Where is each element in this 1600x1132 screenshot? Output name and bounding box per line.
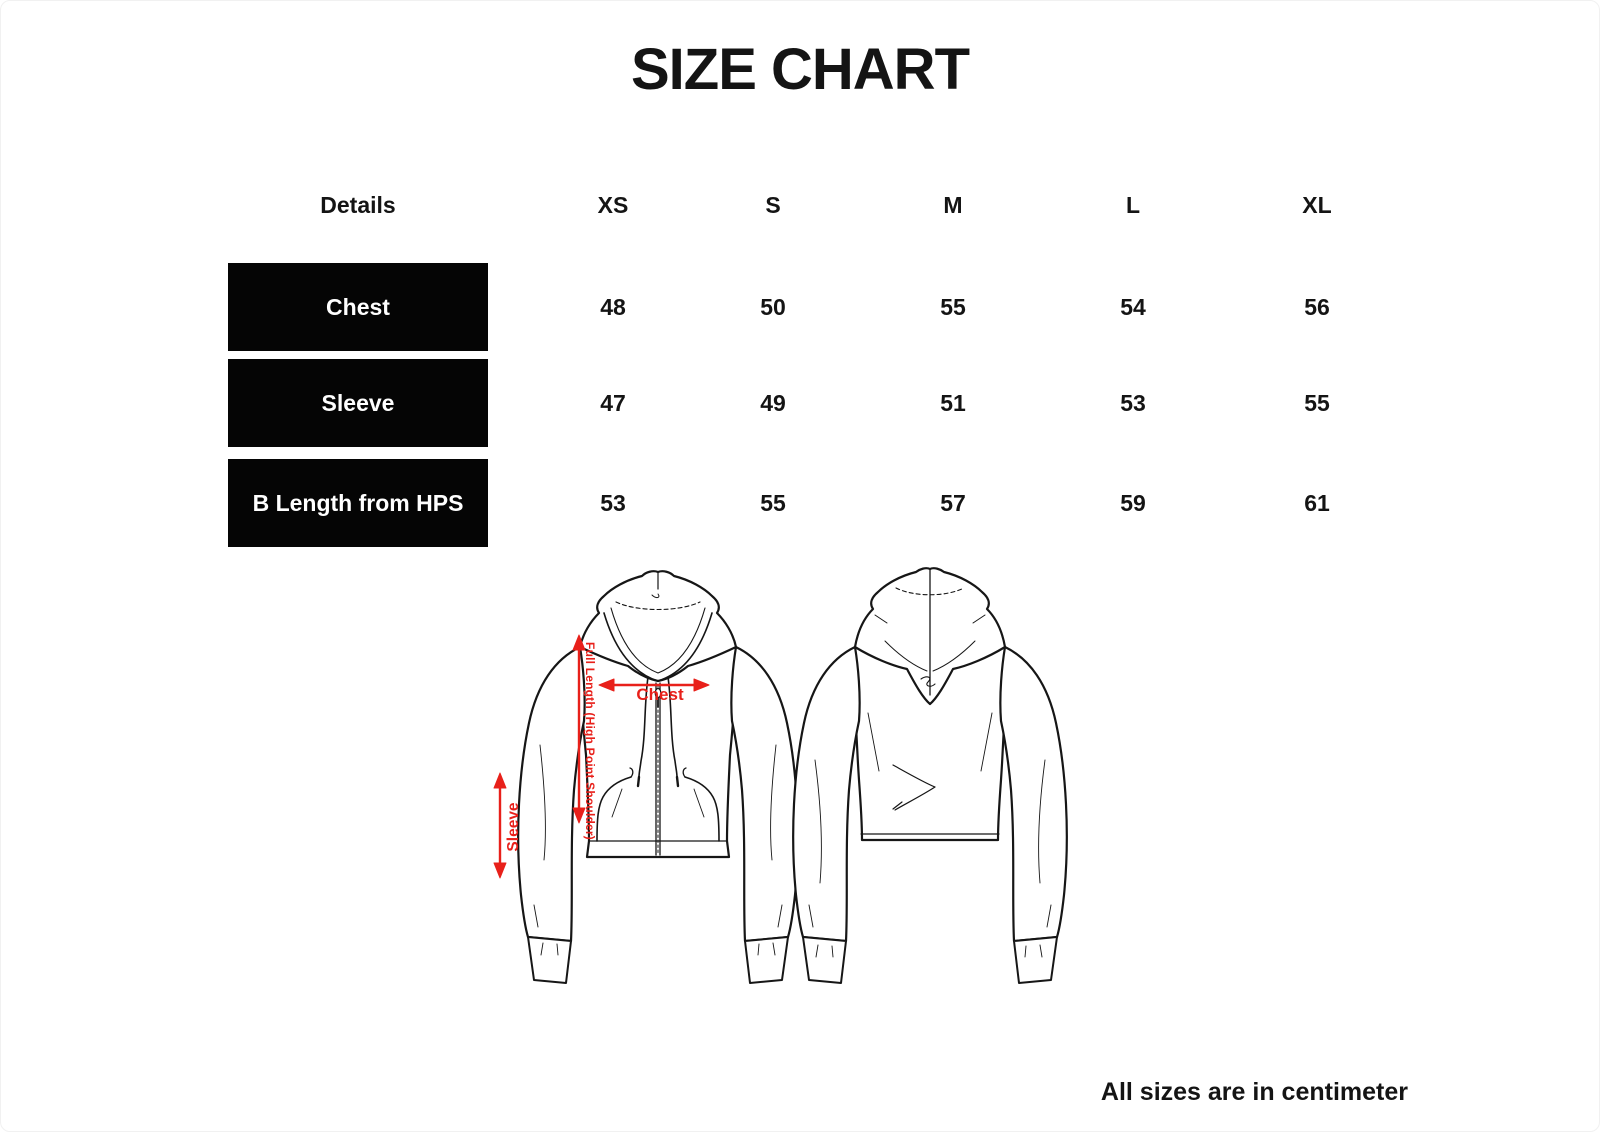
table-cell: 53 xyxy=(1120,390,1146,416)
table-cell: 61 xyxy=(1304,490,1330,516)
front-cuff-ticks xyxy=(541,943,775,955)
drawstring-left xyxy=(639,677,648,777)
column-header-m: M xyxy=(943,192,963,218)
back-hood-squiggle xyxy=(921,677,935,686)
front-right-pocket xyxy=(685,777,719,841)
table-cell: 59 xyxy=(1120,490,1146,516)
back-armpit-wrinkles xyxy=(868,713,992,771)
front-left-pocket xyxy=(597,777,631,841)
column-header-xs: XS xyxy=(597,192,629,218)
table-cell: 57 xyxy=(940,490,966,516)
row-label-b-length-from-hps: B Length from HPS xyxy=(228,459,488,547)
table-cell: 55 xyxy=(1304,390,1330,416)
back-right-cuff xyxy=(1014,937,1057,983)
column-header-xl: XL xyxy=(1302,192,1332,218)
column-header-l: L xyxy=(1125,192,1141,218)
full-length-arrow xyxy=(572,634,586,824)
drawstring-left-aglet xyxy=(638,777,639,786)
back-left-sleeve xyxy=(793,647,859,941)
chest-arrow xyxy=(598,678,710,692)
back-left-cuff xyxy=(803,937,846,983)
table-cell: 54 xyxy=(1120,294,1146,320)
front-left-pocket-hook xyxy=(630,768,633,777)
table-cell: 48 xyxy=(600,294,626,320)
table-cell: 50 xyxy=(760,294,786,320)
front-right-cuff xyxy=(745,937,788,983)
front-view xyxy=(518,571,798,983)
full-length-measurement-label: Full Length (High Point Shoulder) xyxy=(583,642,597,840)
sleeve-arrow xyxy=(493,772,507,879)
back-cuff-ticks xyxy=(816,945,1042,957)
row-label-sleeve: Sleeve xyxy=(228,359,488,447)
table-cell: 55 xyxy=(760,490,786,516)
back-right-sleeve xyxy=(1000,647,1066,941)
front-right-pocket-wrinkle xyxy=(694,789,704,817)
front-left-sleeve xyxy=(518,647,584,941)
page-title: SIZE CHART xyxy=(631,37,970,102)
front-left-pocket-wrinkle xyxy=(612,789,622,817)
measurement-arrows xyxy=(493,634,710,879)
back-hood-drape-right xyxy=(933,641,975,671)
table-cell: 55 xyxy=(940,294,966,320)
back-center-wrinkle xyxy=(893,765,935,810)
back-hood-stitch-dashed xyxy=(896,588,964,595)
back-view xyxy=(793,568,1067,983)
front-right-pocket-hook xyxy=(683,768,686,777)
hood-rim-inner xyxy=(611,608,705,673)
front-sleeve-wrinkles xyxy=(534,745,782,927)
hood-stitch-dashed xyxy=(616,602,700,610)
units-note: All sizes are in centimeter xyxy=(1100,1078,1408,1106)
table-cell: 53 xyxy=(600,490,626,516)
back-sleeve-wrinkles xyxy=(809,760,1051,927)
hood-rim-outer xyxy=(604,613,712,681)
back-hood-drape-left xyxy=(885,641,927,671)
table-cell: 51 xyxy=(940,390,966,416)
table-cell: 49 xyxy=(760,390,786,416)
drawstring-right xyxy=(668,677,677,777)
back-hood-side-ticks xyxy=(875,615,985,623)
hoodie-technical-drawing xyxy=(493,555,1115,1025)
front-right-sleeve xyxy=(731,647,797,941)
sleeve-measurement-label: Sleeve xyxy=(505,802,522,852)
column-header-details: Details xyxy=(320,192,396,218)
row-label-chest: Chest xyxy=(228,263,488,351)
table-cell: 47 xyxy=(600,390,626,416)
table-cell: 56 xyxy=(1304,294,1330,320)
column-header-s: S xyxy=(765,192,781,218)
chest-measurement-label: Chest xyxy=(636,685,684,704)
front-left-cuff xyxy=(528,937,571,983)
hood-top-wrinkle xyxy=(652,594,659,598)
drawstring-right-aglet xyxy=(677,777,678,786)
